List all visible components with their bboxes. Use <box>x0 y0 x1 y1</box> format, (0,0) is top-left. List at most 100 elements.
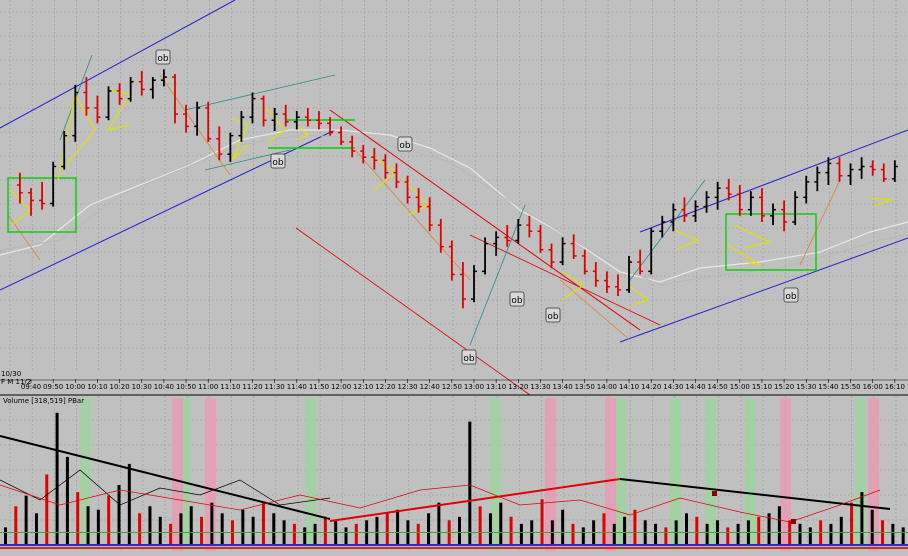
moving-average-line <box>0 129 908 283</box>
volume-bar <box>200 516 204 545</box>
volume-bar <box>478 506 482 545</box>
time-tick-label: 15:50 <box>840 383 860 391</box>
time-tick-label: 14:00 <box>597 383 617 391</box>
volume-bar <box>726 527 730 545</box>
time-tick-label: 11:50 <box>309 383 329 391</box>
volume-bar <box>850 502 854 545</box>
ob-marker-label: ob <box>511 296 523 306</box>
volume-bar <box>612 523 616 545</box>
volume-band-green <box>80 398 91 553</box>
volume-bar <box>860 492 864 545</box>
volume-bar <box>499 502 503 545</box>
volume-trend-line <box>0 435 331 520</box>
trend-line-teal <box>204 149 291 171</box>
trend-line-red <box>329 109 641 331</box>
pattern-triangle <box>869 197 893 207</box>
volume-bar <box>107 495 111 545</box>
volume-bar <box>220 513 224 545</box>
volume-bar <box>685 513 688 545</box>
volume-bar <box>416 523 420 545</box>
time-tick-label: 13:10 <box>486 383 506 391</box>
volume-band-pink <box>868 398 879 553</box>
time-tick-label: 10:30 <box>132 383 152 391</box>
volume-bar <box>901 527 905 545</box>
trend-line-orange <box>799 179 841 266</box>
volume-bar <box>86 506 90 545</box>
volume-bar <box>148 506 152 545</box>
volume-bar <box>261 502 265 545</box>
time-tick-label: 15:00 <box>730 383 750 391</box>
volume-bar <box>55 412 59 545</box>
volume-bar <box>767 513 771 545</box>
time-tick-label: 12:40 <box>420 383 440 391</box>
volume-bar <box>602 513 606 545</box>
volume-bar <box>757 516 761 545</box>
volume-title: Volume [318,519] PBar <box>3 397 84 405</box>
time-tick-label: 11:40 <box>287 383 307 391</box>
date-label-2: F M 11/2 <box>1 378 31 386</box>
trend-line-orange <box>7 214 41 261</box>
volume-band-pink <box>172 398 183 553</box>
volume-bar <box>540 499 544 545</box>
pattern-triangle <box>673 229 700 251</box>
volume-bar <box>458 516 461 545</box>
ob-marker-label: ob <box>463 354 475 364</box>
volume-bar <box>870 509 874 545</box>
volume-bar <box>808 527 812 545</box>
volume-bar <box>354 523 358 545</box>
trend-line-teal <box>469 204 526 346</box>
time-tick-label: 10:40 <box>154 383 174 391</box>
volume-bar <box>158 516 162 545</box>
pattern-triangle <box>627 284 650 306</box>
volume-bar <box>45 474 49 545</box>
volume-bar <box>437 502 441 545</box>
moving-average-line-2 <box>0 134 908 286</box>
time-tick-label: 15:40 <box>818 383 838 391</box>
trend-line-orange <box>559 279 631 341</box>
trend-line-red <box>295 227 531 396</box>
time-tick-label: 13:00 <box>464 383 484 391</box>
ob-marker-box <box>783 287 799 303</box>
volume-bar <box>798 523 802 545</box>
trend-line-teal <box>629 179 706 281</box>
volume-grid <box>0 396 908 551</box>
volume-bar <box>664 527 668 545</box>
volume-bar <box>272 513 276 545</box>
pattern-triangle <box>733 224 772 249</box>
volume-band-green <box>305 398 316 553</box>
volume-bar <box>24 495 28 545</box>
time-tick-label: 15:20 <box>774 383 794 391</box>
trend-line-teal <box>184 74 336 111</box>
volume-baseline-red <box>0 547 908 549</box>
volume-bar <box>695 516 699 545</box>
volume-bar <box>829 523 833 545</box>
time-tick-label: 14:10 <box>619 383 639 391</box>
ob-marker-label: ob <box>272 158 284 168</box>
volume-bar <box>303 527 307 545</box>
volume-trend-lines <box>0 435 891 524</box>
volume-band-green <box>745 398 756 553</box>
trend-line-orange <box>354 149 471 281</box>
volume-trend-line <box>329 478 621 522</box>
volume-bar <box>705 523 709 545</box>
time-tick-label: 11:00 <box>198 383 218 391</box>
ob-marker-box <box>509 291 525 307</box>
volume-bar <box>375 516 379 545</box>
time-tick-label: 13:30 <box>530 383 550 391</box>
volume-bar <box>509 516 513 545</box>
volume-bar <box>571 523 575 545</box>
pattern-triangle <box>231 117 249 161</box>
trend-line-orange <box>159 74 231 176</box>
time-tick-label: 12:50 <box>442 383 462 391</box>
volume-bar <box>14 506 18 545</box>
pattern-triangle <box>727 244 761 266</box>
ob-marker-box <box>397 136 413 152</box>
volume-bar <box>292 523 296 545</box>
time-tick-label: 10:00 <box>65 383 85 391</box>
ob-marker-label: ob <box>785 292 797 302</box>
volume-band-green <box>670 398 681 553</box>
time-tick-label: 16:10 <box>885 383 905 391</box>
volume-bar <box>623 516 627 545</box>
volume-baseline-blue <box>0 544 908 546</box>
